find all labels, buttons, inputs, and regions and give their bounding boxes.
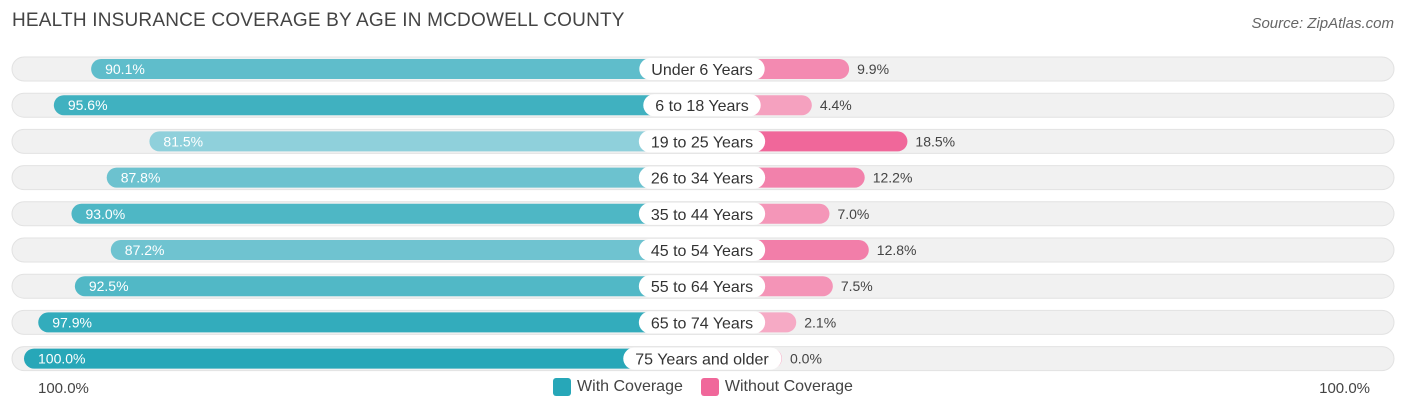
row-19-to-25-years: 81.5% 18.5% 19 to 25 Years bbox=[11, 128, 1395, 154]
legend-swatch-without-coverage bbox=[700, 378, 719, 396]
category-label-35-to-44-years: 35 to 44 Years bbox=[651, 207, 753, 224]
chart-title: HEALTH INSURANCE COVERAGE BY AGE IN MCDO… bbox=[12, 10, 625, 31]
category-pill-26-to-34-years bbox=[638, 166, 766, 189]
category-label-55-to-64-years: 55 to 64 Years bbox=[651, 279, 753, 296]
value-without-coverage-35-to-44-years: 7.0% bbox=[837, 206, 869, 222]
axis-left-label: 100.0% bbox=[38, 380, 89, 397]
bar-with-coverage-26-to-34-years bbox=[106, 167, 702, 188]
value-with-coverage-65-to-74-years: 97.9% bbox=[52, 314, 92, 330]
category-pill-55-to-64-years bbox=[638, 275, 766, 298]
category-pill-under-6-years bbox=[639, 58, 765, 80]
source-label: Source: ZipAtlas.com bbox=[1251, 15, 1394, 32]
value-with-coverage-6-to-18-years: 95.6% bbox=[68, 97, 108, 113]
category-label-under-6-years: Under 6 Years bbox=[651, 62, 752, 79]
value-with-coverage-26-to-34-years: 87.8% bbox=[121, 170, 161, 186]
category-label-75-years-and-older: 75 Years and older bbox=[635, 352, 769, 369]
value-with-coverage-19-to-25-years: 81.5% bbox=[163, 133, 203, 149]
row-26-to-34-years: 87.8% 12.2% 26 to 34 Years bbox=[11, 165, 1395, 191]
value-with-coverage-under-6-years: 90.1% bbox=[105, 61, 145, 77]
row-45-to-54-years: 87.2% 12.8% 45 to 54 Years bbox=[11, 237, 1395, 263]
value-with-coverage-75-years-and-older: 100.0% bbox=[38, 351, 85, 367]
legend-item-without-coverage[interactable]: Without Coverage bbox=[700, 378, 853, 396]
category-pill-75-years-and-older bbox=[623, 347, 782, 370]
value-with-coverage-35-to-44-years: 93.0% bbox=[85, 206, 125, 222]
category-label-45-to-54-years: 45 to 54 Years bbox=[651, 243, 753, 260]
category-pill-35-to-44-years bbox=[638, 202, 766, 225]
category-label-65-to-74-years: 65 to 74 Years bbox=[651, 315, 753, 332]
bar-with-coverage-75-years-and-older bbox=[24, 348, 702, 369]
legend-item-with-coverage[interactable]: With Coverage bbox=[553, 378, 683, 396]
category-pill-45-to-54-years bbox=[638, 239, 766, 261]
value-with-coverage-45-to-54-years: 87.2% bbox=[125, 242, 165, 258]
value-without-coverage-65-to-74-years: 2.1% bbox=[804, 314, 836, 330]
row-65-to-74-years: 97.9% 2.1% 65 to 74 Years bbox=[11, 309, 1395, 335]
bar-with-coverage-65-to-74-years bbox=[38, 312, 703, 333]
row-35-to-44-years: 93.0% 7.0% 35 to 44 Years bbox=[11, 201, 1395, 227]
value-without-coverage-26-to-34-years: 12.2% bbox=[873, 170, 913, 186]
legend-swatch-with-coverage bbox=[553, 378, 572, 396]
legend-label-with-coverage: With Coverage bbox=[577, 378, 683, 395]
row-under-6-years: 90.1% 9.9% Under 6 Years bbox=[11, 56, 1395, 82]
axis-right-label: 100.0% bbox=[1319, 380, 1370, 397]
value-without-coverage-under-6-years: 9.9% bbox=[857, 61, 889, 77]
row-55-to-64-years: 92.5% 7.5% 55 to 64 Years bbox=[11, 273, 1395, 299]
category-label-19-to-25-years: 19 to 25 Years bbox=[651, 134, 753, 151]
category-label-26-to-34-years: 26 to 34 Years bbox=[651, 171, 753, 188]
row-6-to-18-years: 95.6% 4.4% 6 to 18 Years bbox=[11, 92, 1395, 118]
bar-with-coverage-35-to-44-years bbox=[71, 203, 702, 224]
legend-label-without-coverage: Without Coverage bbox=[724, 378, 853, 395]
value-without-coverage-55-to-64-years: 7.5% bbox=[841, 278, 873, 294]
bar-with-coverage-6-to-18-years bbox=[53, 95, 702, 116]
category-label-6-to-18-years: 6 to 18 Years bbox=[655, 98, 748, 115]
value-without-coverage-75-years-and-older: 0.0% bbox=[790, 351, 822, 367]
value-without-coverage-19-to-25-years: 18.5% bbox=[915, 133, 955, 149]
value-without-coverage-45-to-54-years: 12.8% bbox=[877, 242, 917, 258]
category-pill-19-to-25-years bbox=[638, 130, 766, 153]
category-pill-6-to-18-years bbox=[643, 94, 761, 117]
bar-with-coverage-45-to-54-years bbox=[110, 240, 702, 260]
category-pill-65-to-74-years bbox=[638, 311, 766, 334]
bar-with-coverage-55-to-64-years bbox=[74, 276, 703, 297]
bar-with-coverage-under-6-years bbox=[91, 59, 702, 79]
row-75-years-and-older: 100.0% 0.0% 75 Years and older bbox=[11, 346, 1395, 372]
bar-with-coverage-19-to-25-years bbox=[149, 131, 702, 152]
value-without-coverage-6-to-18-years: 4.4% bbox=[820, 97, 852, 113]
value-with-coverage-55-to-64-years: 92.5% bbox=[89, 278, 129, 294]
legend: With Coverage Without Coverage bbox=[0, 378, 1406, 396]
